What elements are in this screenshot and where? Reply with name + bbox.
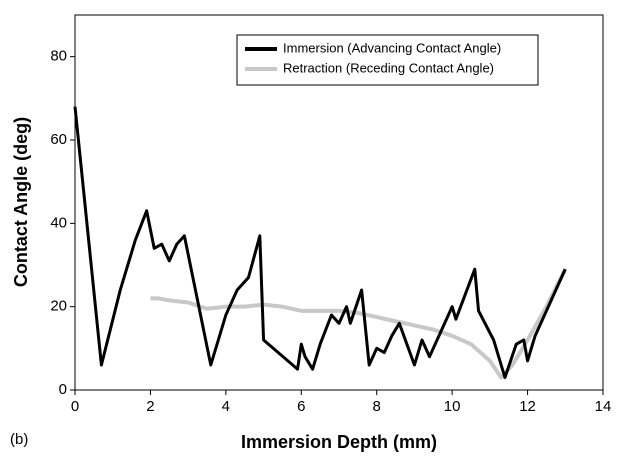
y-tick-label: 0	[59, 381, 67, 398]
panel-label: (b)	[10, 431, 28, 448]
x-tick-label: 14	[595, 398, 612, 415]
y-tick-label: 60	[50, 131, 67, 148]
series-line	[73, 106, 567, 379]
series-line	[150, 268, 568, 380]
y-tick-label: 40	[50, 214, 67, 231]
x-tick-label: 2	[146, 398, 154, 415]
plot-frame	[74, 14, 604, 391]
legend-box	[236, 34, 539, 86]
y-tick-label: 80	[50, 48, 67, 65]
x-tick-label: 0	[71, 398, 79, 415]
y-tick-label: 20	[50, 298, 67, 315]
x-tick-label: 10	[444, 398, 461, 415]
x-axis-label: Immersion Depth (mm)	[241, 432, 437, 452]
x-tick-label: 8	[373, 398, 381, 415]
x-tick-label: 4	[222, 398, 230, 415]
legend-label: Retraction (Receding Contact Angle)	[283, 60, 494, 75]
x-tick-label: 6	[297, 398, 305, 415]
y-axis-label: Contact Angle (deg)	[11, 117, 31, 287]
legend-label: Immersion (Advancing Contact Angle)	[283, 40, 501, 55]
x-tick-label: 12	[519, 398, 536, 415]
